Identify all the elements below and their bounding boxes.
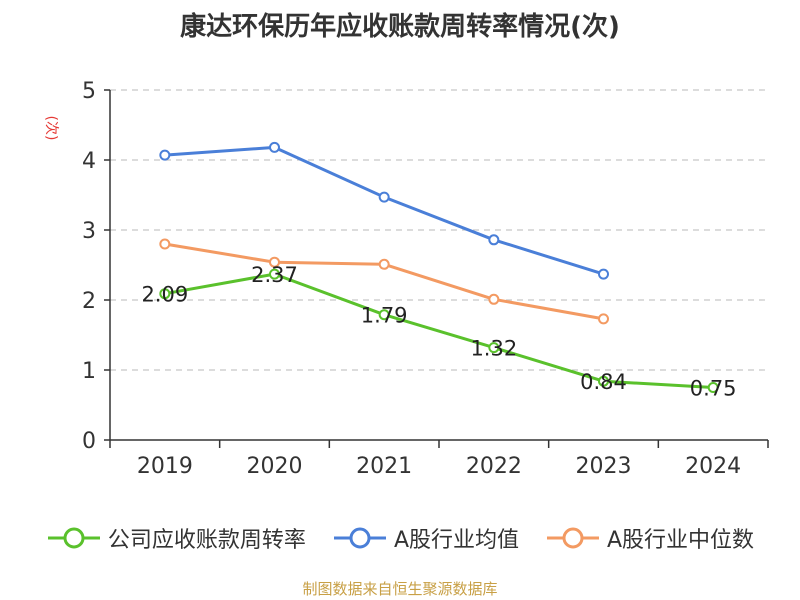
- data-point[interactable]: [378, 309, 390, 321]
- x-tick-label: 2021: [356, 454, 412, 479]
- y-tick-label: 2: [82, 289, 96, 314]
- legend-item-industry-mean[interactable]: A股行业均值: [332, 522, 519, 554]
- data-point[interactable]: [488, 293, 500, 305]
- data-point[interactable]: [598, 268, 609, 280]
- data-label: 1.32: [470, 337, 517, 361]
- legend: 公司应收账款周转率 A股行业均值 A股行业中位数: [0, 518, 800, 558]
- data-point[interactable]: [378, 258, 390, 270]
- x-tick-label: 2023: [576, 454, 632, 479]
- legend-label: A股行业中位数: [607, 528, 755, 553]
- y-tick-label: 4: [82, 149, 96, 174]
- legend-label: 公司应收账款周转率: [107, 528, 306, 553]
- legend-item-company[interactable]: 公司应收账款周转率: [46, 522, 306, 554]
- y-tick-label: 3: [82, 219, 96, 244]
- data-point[interactable]: [269, 268, 280, 280]
- legend-label: A股行业均值: [393, 528, 519, 553]
- data-point[interactable]: [159, 238, 171, 250]
- legend-line-marker-icon: [333, 527, 386, 549]
- data-label: 1.79: [361, 304, 408, 328]
- data-point[interactable]: [269, 141, 280, 153]
- data-point[interactable]: [378, 191, 390, 203]
- data-source-note: 制图数据来自恒生聚源数据库: [302, 580, 498, 598]
- legend-line-marker-icon: [47, 527, 100, 549]
- data-label: 2.09: [141, 283, 188, 307]
- y-tick-label: 5: [82, 79, 96, 104]
- data-label: 2.37: [251, 263, 298, 287]
- data-point[interactable]: [269, 256, 280, 268]
- data-label: 0.84: [580, 370, 627, 394]
- data-point[interactable]: [707, 382, 719, 393]
- y-axis-unit-label: (次): [43, 116, 59, 141]
- data-point[interactable]: [159, 149, 171, 161]
- y-tick-label: 0: [82, 429, 96, 454]
- data-point[interactable]: [488, 342, 500, 354]
- data-label: 0.75: [690, 377, 737, 401]
- x-tick-label: 2020: [247, 454, 303, 479]
- data-point[interactable]: [598, 375, 609, 387]
- data-point[interactable]: [598, 313, 609, 325]
- legend-item-industry-median[interactable]: A股行业中位数: [545, 522, 754, 554]
- x-tick-label: 2022: [466, 454, 522, 479]
- x-tick-label: 2024: [685, 454, 741, 479]
- series-line: [164, 272, 714, 389]
- data-point[interactable]: [488, 234, 500, 246]
- legend-line-marker-icon: [547, 527, 599, 549]
- data-point[interactable]: [159, 288, 171, 300]
- chart-title: 康达环保历年应收账款周转率情况(次): [180, 12, 620, 42]
- x-tick-label: 2019: [137, 454, 193, 479]
- y-tick-label: 1: [82, 359, 96, 384]
